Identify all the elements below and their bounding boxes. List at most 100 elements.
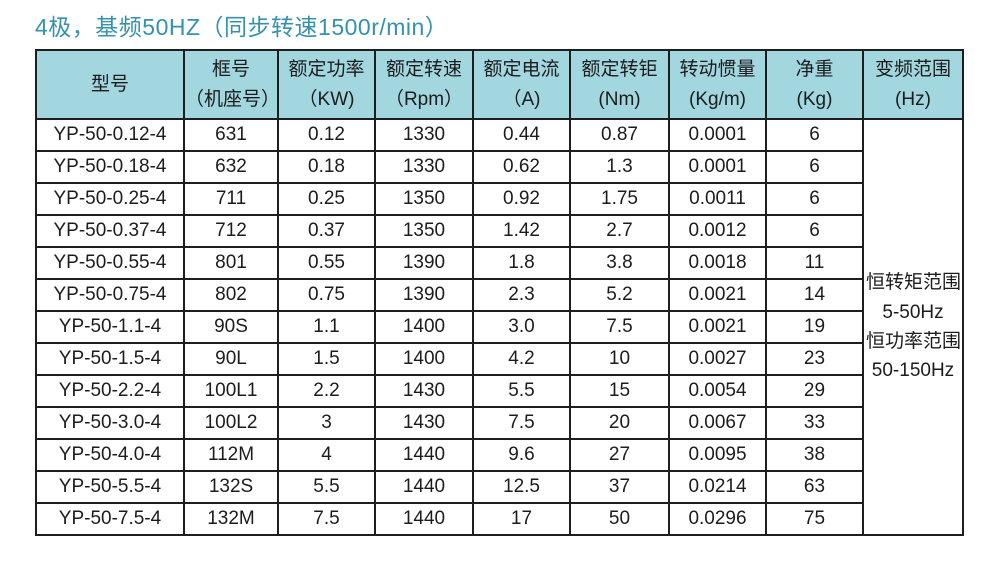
table-cell: 9.6 (472, 438, 571, 472)
table-cell: 802 (183, 278, 279, 312)
header-inertia: 转动惯量 (Kg/m) (668, 49, 767, 120)
table-cell: YP-50-0.75-4 (35, 278, 185, 312)
table-cell: YP-50-1.5-4 (35, 342, 185, 376)
table-row: YP-50-1.1-4 90S 1.1 1400 3.0 7.5 0.0021 19 (35, 310, 963, 344)
table-row: YP-50-3.0-4 100L2 3 1430 7.5 20 0.0067 33 (35, 406, 963, 440)
table-cell: 23 (765, 342, 864, 376)
header-unit: （KW) (298, 88, 355, 110)
table-row: YP-50-2.2-4 100L1 2.2 1430 5.5 15 0.0054 29 (35, 374, 963, 408)
table-cell: 11 (765, 246, 864, 280)
header-unit: （A) (502, 88, 541, 110)
table-row: YP-50-0.25-4 711 0.25 1350 0.92 1.75 0.0011 6 (35, 182, 963, 216)
header-unit: （机座号） (185, 88, 278, 110)
table-cell: 5.5 (277, 470, 376, 504)
freq-range-cell: 恒转矩范围 5-50Hz 恒功率范围 50-150Hz (862, 118, 964, 536)
header-freq-range: 变频范围 (Hz) (862, 49, 964, 120)
header-unit: (Kg/m) (689, 88, 746, 110)
table-cell: 0.0214 (668, 470, 767, 504)
table-cell: 1400 (374, 310, 474, 344)
table-cell: YP-50-2.2-4 (35, 374, 185, 408)
table-cell: 38 (765, 438, 864, 472)
table-cell: 0.0067 (668, 406, 767, 440)
header-label: 额定转速 (385, 59, 462, 81)
table-cell: 2.2 (277, 374, 376, 408)
table-cell: 5.5 (472, 374, 571, 408)
table-cell: 0.0001 (668, 118, 767, 152)
table-cell: YP-50-0.18-4 (35, 150, 185, 184)
table-cell: 0.62 (472, 150, 571, 184)
table-row: YP-50-1.5-4 90L 1.5 1400 4.2 10 0.0027 23 (35, 342, 963, 376)
table-row: YP-50-7.5-4 132M 7.5 1440 17 50 0.0296 75 (35, 502, 963, 536)
table-cell: 33 (765, 406, 864, 440)
freq-range-line: 恒功率范围 (866, 331, 962, 352)
table-cell: 29 (765, 374, 864, 408)
table-cell: 5.2 (569, 278, 670, 312)
header-frame: 框号 （机座号） (183, 49, 279, 120)
table-row: YP-50-0.55-4 801 0.55 1390 1.8 3.8 0.0018 11 (35, 246, 963, 280)
table-cell: 6 (765, 150, 864, 184)
table-cell: 0.44 (472, 118, 571, 152)
table-cell: 0.25 (277, 182, 376, 216)
table-cell: 37 (569, 470, 670, 504)
table-cell: 1440 (374, 502, 474, 536)
table-row: YP-50-0.75-4 802 0.75 1390 2.3 5.2 0.0021 14 (35, 278, 963, 312)
header-rated-speed: 额定转速 （Rpm） (374, 49, 474, 120)
table-row: YP-50-0.18-4 632 0.18 1330 0.62 1.3 0.0001 6 (35, 150, 963, 184)
table-cell: 4.2 (472, 342, 571, 376)
header-label: 转动惯量 (679, 59, 756, 81)
header-unit: (Hz) (895, 88, 931, 110)
table-cell: 10 (569, 342, 670, 376)
table-cell: 1.1 (277, 310, 376, 344)
table-cell: 1440 (374, 470, 474, 504)
header-label: 型号 (90, 73, 129, 95)
header-label: 额定转钜 (581, 59, 658, 81)
table-cell: 63 (765, 470, 864, 504)
header-model: 型号 (35, 49, 185, 120)
header-unit: （Rpm） (384, 88, 464, 110)
table-row: YP-50-0.37-4 712 0.37 1350 1.42 2.7 0.0012 6 (35, 214, 963, 248)
table-cell: 0.0001 (668, 150, 767, 184)
table-cell: 27 (569, 438, 670, 472)
header-label: 额定电流 (483, 59, 560, 81)
table-cell: YP-50-5.5-4 (35, 470, 185, 504)
freq-range-line: 恒转矩范围 (866, 272, 962, 294)
table-cell: 7.5 (472, 406, 571, 440)
motor-spec-table: 型号 框号 （机座号） 额定功率 （KW) 额定转速 （Rpm） 额定电流 (35, 49, 964, 536)
table-cell: 6 (765, 214, 864, 248)
table-cell: 1.42 (472, 214, 571, 248)
table-cell: 12.5 (472, 470, 571, 504)
table-cell: 7.5 (569, 310, 670, 344)
table-cell: 0.0296 (668, 502, 767, 536)
header-unit: (Nm) (598, 88, 641, 110)
table-row: YP-50-0.12-4 631 0.12 1330 0.44 0.87 0.0001 6 恒转… (35, 118, 964, 536)
table-header: 型号 框号 （机座号） 额定功率 （KW) 额定转速 （Rpm） 额定电流 (35, 49, 964, 120)
header-rated-torque: 额定转钜 (Nm) (569, 49, 670, 120)
freq-range-line: 5-50Hz (882, 301, 944, 323)
table-cell: 20 (569, 406, 670, 440)
table-cell: 0.0054 (668, 374, 767, 408)
table-cell: 4 (277, 438, 376, 472)
table-body: YP-50-0.12-4 631 0.12 1330 0.44 0.87 0.0001 6 恒转… (35, 118, 964, 536)
table-cell: YP-50-3.0-4 (35, 406, 185, 440)
table-cell: 0.0021 (668, 278, 767, 312)
table-cell: 0.87 (569, 118, 670, 152)
table-cell: 711 (183, 182, 279, 216)
table-cell: 75 (765, 502, 864, 536)
table-cell: YP-50-1.1-4 (35, 310, 185, 344)
table-cell: 90S (183, 310, 279, 344)
freq-range-line: 50-150Hz (871, 360, 955, 382)
table-cell: 0.37 (277, 214, 376, 248)
table-cell: 0.0018 (668, 246, 767, 280)
table-cell: 631 (183, 118, 279, 152)
page-title: 4极，基频50HZ（同步转速1500r/min） (35, 14, 449, 40)
table-cell: 0.75 (277, 278, 376, 312)
table-cell: YP-50-0.12-4 (35, 118, 185, 152)
table-cell: 1330 (374, 118, 474, 152)
header-label: 框号 (211, 59, 250, 81)
header-label: 净重 (795, 59, 834, 81)
table-cell: 3.8 (569, 246, 670, 280)
table-cell: YP-50-0.25-4 (35, 182, 185, 216)
table-cell: 100L2 (183, 406, 279, 440)
table-cell: 7.5 (277, 502, 376, 536)
table-cell: YP-50-0.55-4 (35, 246, 185, 280)
